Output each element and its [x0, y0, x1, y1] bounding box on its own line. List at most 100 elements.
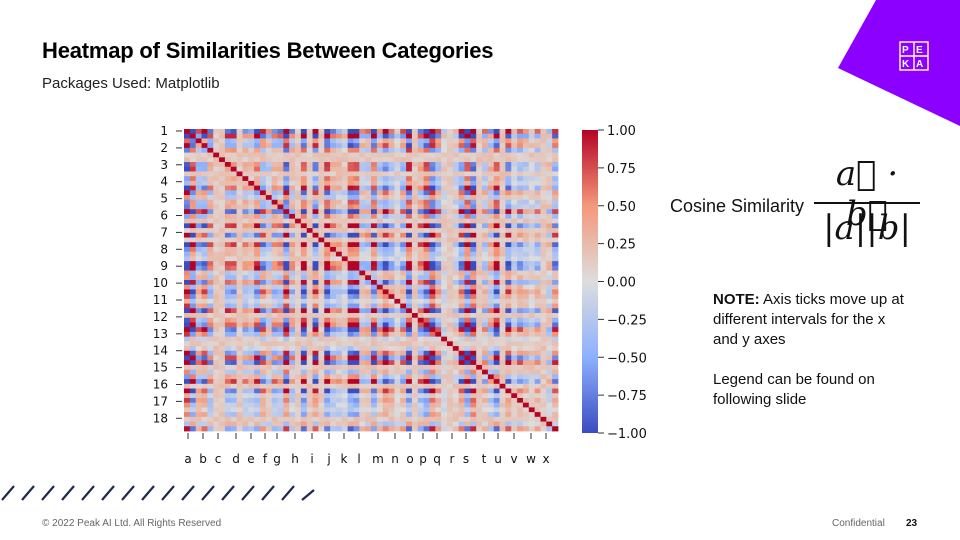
- heatmap-cell: [335, 185, 343, 191]
- heatmap-cell: [248, 412, 255, 418]
- heatmap-cell: [441, 294, 448, 300]
- heatmap-cell: [248, 270, 255, 276]
- heatmap-cell: [446, 298, 454, 304]
- heatmap-cell: [505, 185, 512, 191]
- heatmap-cell: [382, 303, 389, 309]
- heatmap-cell: [464, 426, 471, 432]
- heatmap-cell: [464, 143, 471, 149]
- heatmap-cell: [417, 294, 424, 300]
- heatmap-cell: [207, 270, 214, 276]
- heatmap-cell: [201, 261, 208, 267]
- heatmap-cell: [482, 355, 489, 361]
- heatmap-cell: [283, 190, 290, 196]
- heatmap-cell: [230, 407, 237, 413]
- heatmap-cell: [499, 152, 506, 158]
- heatmap-cell: [335, 331, 343, 338]
- heatmap-cell: [300, 341, 308, 347]
- heatmap-cell: [429, 426, 436, 432]
- heatmap-cell: [184, 232, 191, 238]
- heatmap-cell: [242, 346, 249, 352]
- heatmap-cell: [417, 289, 424, 295]
- heatmap-cell: [195, 166, 202, 172]
- heatmap-cell: [347, 402, 354, 408]
- heatmap-cell: [452, 176, 460, 182]
- heatmap-cell: [517, 322, 524, 328]
- heatmap-cell: [207, 364, 214, 371]
- heatmap-cell: [341, 180, 349, 187]
- heatmap-cell: [505, 166, 512, 172]
- heatmap-cell: [522, 379, 530, 385]
- heatmap-cell: [312, 298, 319, 304]
- heatmap-cell: [295, 195, 302, 201]
- heatmap-cell: [540, 355, 547, 361]
- heatmap-cell: [230, 308, 237, 314]
- heatmap-cell: [371, 280, 378, 286]
- heatmap-cell: [347, 129, 354, 135]
- heatmap-cell: [470, 313, 477, 319]
- heatmap-cell: [376, 336, 384, 342]
- heatmap-cell: [505, 129, 512, 135]
- heatmap-cell: [411, 218, 419, 224]
- heatmap-cell: [394, 232, 401, 238]
- heatmap-cell: [446, 294, 454, 300]
- heatmap-cell: [452, 421, 460, 427]
- heatmap-cell: [230, 360, 237, 366]
- heatmap-cell: [487, 166, 495, 172]
- x-tick-label: q: [433, 452, 441, 466]
- heatmap-cell: [347, 152, 354, 158]
- heatmap-cell: [347, 313, 354, 319]
- heatmap-cell: [242, 171, 249, 177]
- heatmap-cell: [371, 209, 378, 215]
- heatmap-cell: [330, 383, 337, 389]
- heatmap-cell: [552, 157, 559, 163]
- heatmap-cell: [411, 350, 419, 356]
- heatmap-cell: [470, 284, 477, 290]
- heatmap-cell: [254, 213, 261, 220]
- heatmap-cell: [540, 143, 547, 149]
- heatmap-cell: [464, 412, 471, 418]
- heatmap-cell: [376, 195, 384, 201]
- heatmap-cell: [359, 412, 366, 418]
- heatmap-cell: [230, 284, 237, 290]
- heatmap-cell: [382, 275, 389, 281]
- heatmap-cell: [189, 303, 197, 309]
- heatmap-cell: [248, 133, 255, 139]
- heatmap-cell: [411, 147, 419, 153]
- heatmap-cell: [277, 313, 284, 319]
- heatmap-cell: [517, 397, 524, 404]
- heatmap-cell: [324, 218, 331, 224]
- heatmap-cell: [306, 256, 313, 262]
- heatmap-cell: [499, 270, 506, 276]
- heatmap-cell: [289, 246, 296, 253]
- heatmap-cell: [487, 317, 495, 323]
- heatmap-cell: [335, 223, 343, 229]
- heatmap-cell: [371, 303, 378, 309]
- heatmap-cell: [499, 143, 506, 149]
- heatmap-cell: [505, 133, 512, 139]
- heatmap-cell: [283, 364, 290, 371]
- heatmap-cell: [195, 426, 202, 432]
- heatmap-cell: [184, 360, 191, 366]
- heatmap-cell: [493, 256, 500, 262]
- heatmap-cell: [452, 364, 460, 371]
- heatmap-cell: [493, 246, 500, 253]
- heatmap-cell: [195, 232, 202, 238]
- heatmap-cell: [207, 195, 214, 201]
- heatmap-cell: [283, 223, 290, 229]
- heatmap-cell: [400, 166, 407, 172]
- heatmap-cell: [201, 195, 208, 201]
- heatmap-cell: [271, 176, 278, 182]
- heatmap-cell: [476, 246, 483, 253]
- heatmap-cell: [400, 331, 407, 338]
- heatmap-cell: [429, 313, 436, 319]
- heatmap-cell: [265, 138, 273, 144]
- heatmap-cell: [441, 147, 448, 153]
- heatmap-cell: [347, 133, 354, 139]
- heatmap-cell: [324, 195, 331, 201]
- heatmap-cell: [470, 242, 477, 248]
- heatmap-cell: [213, 426, 220, 432]
- heatmap-cell: [195, 369, 202, 375]
- heatmap-cell: [435, 350, 442, 356]
- heatmap-cell: [195, 379, 202, 385]
- heatmap-cell: [435, 284, 442, 290]
